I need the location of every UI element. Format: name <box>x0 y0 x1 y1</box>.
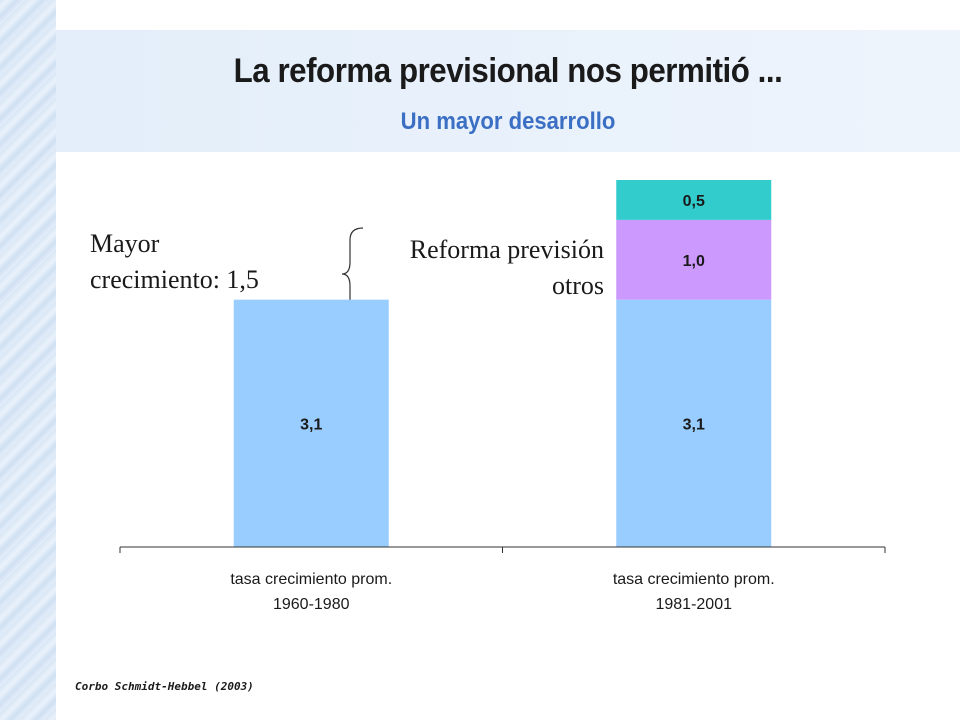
category-label-2-line-2: 1981-2001 <box>655 596 732 613</box>
source-note: Corbo Schmidt-Hebbel (2003) <box>75 680 254 693</box>
category-label-2-line-1: tasa crecimiento prom. <box>613 571 775 588</box>
annotation-left-line-1: Mayor <box>90 229 160 258</box>
bar-segment-2-2 <box>616 219 772 300</box>
data-label-2-1: 3,1 <box>683 416 705 433</box>
title-band <box>56 30 960 152</box>
annotation-right-line-2: otros <box>552 271 604 300</box>
annotation-left-line-2: crecimiento: 1,5 <box>90 265 259 294</box>
bar-segment-2-3 <box>616 180 772 220</box>
data-label-2-2: 1,0 <box>683 253 705 270</box>
annotation-right-line-1: Reforma previsión <box>409 235 604 264</box>
category-label-1-line-2: 1960-1980 <box>273 596 350 613</box>
annotation-reforma-otros: Reforma previsión otros <box>360 232 604 304</box>
data-label-2-3: 0,5 <box>683 193 705 210</box>
slide-title: La reforma previsional nos permitió ... <box>233 52 783 90</box>
category-label-1-line-1: tasa crecimiento prom. <box>230 571 392 588</box>
decorative-left-strip <box>0 0 56 720</box>
bar-segment-2-1 <box>616 299 772 547</box>
data-label-1-1: 3,1 <box>300 416 322 433</box>
bar-segment-1-1 <box>233 299 389 547</box>
annotation-mayor-crecimiento: Mayor crecimiento: 1,5 <box>90 226 259 298</box>
slide-subtitle: Un mayor desarrollo <box>400 108 616 135</box>
